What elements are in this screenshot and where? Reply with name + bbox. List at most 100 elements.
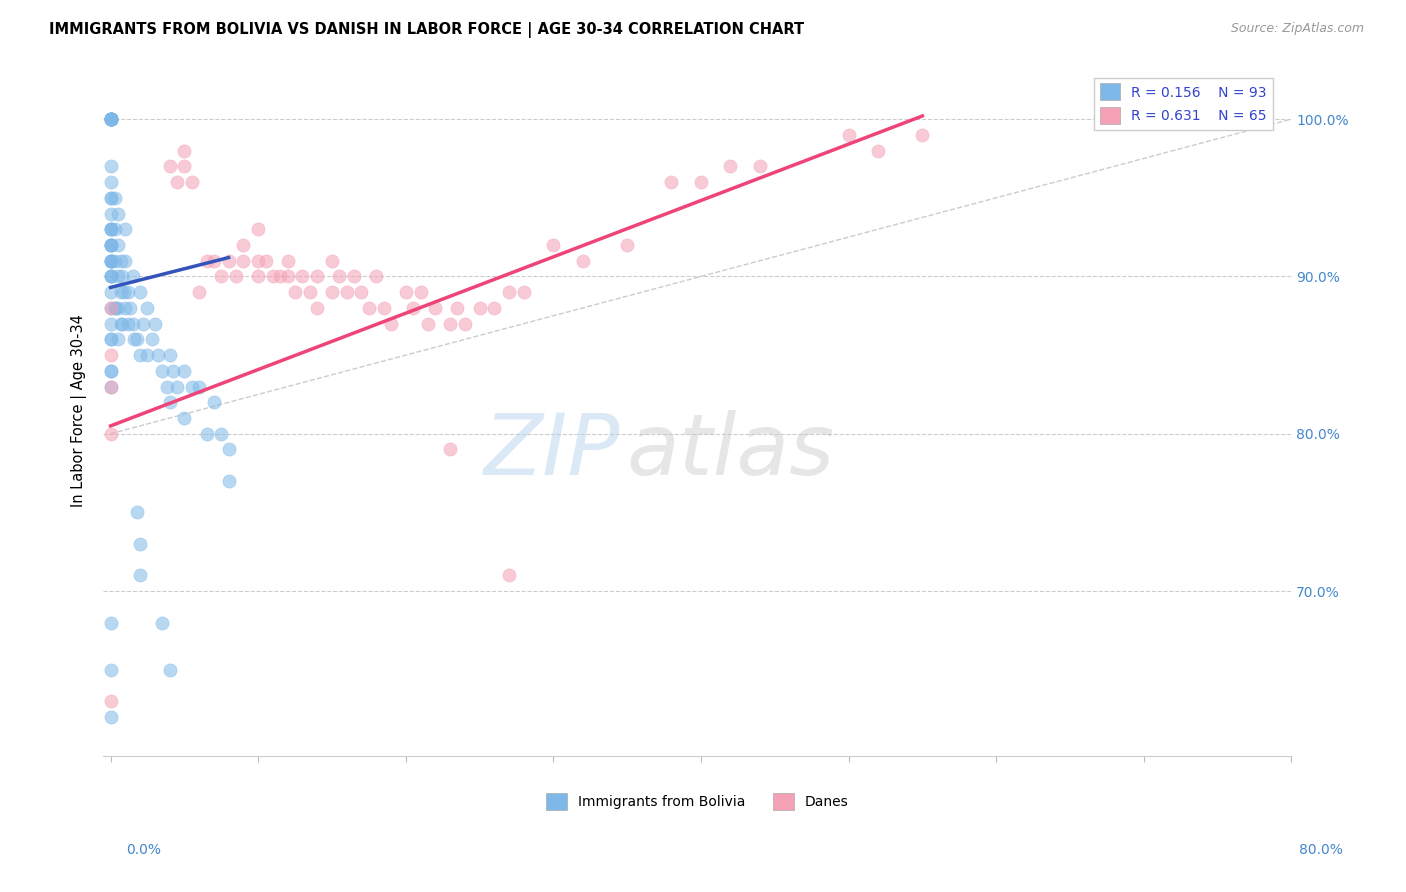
Point bbox=[150, 615, 173, 630]
Point bbox=[112, 285, 135, 300]
Point bbox=[159, 159, 181, 173]
Text: IMMIGRANTS FROM BOLIVIA VS DANISH IN LABOR FORCE | AGE 30-34 CORRELATION CHART: IMMIGRANTS FROM BOLIVIA VS DANISH IN LAB… bbox=[49, 22, 804, 38]
Point bbox=[132, 317, 155, 331]
Point bbox=[328, 269, 350, 284]
Point bbox=[100, 191, 122, 205]
Point bbox=[150, 364, 173, 378]
Point bbox=[100, 238, 122, 252]
Point bbox=[117, 317, 139, 331]
Point bbox=[121, 317, 143, 331]
Point bbox=[100, 112, 122, 127]
Point bbox=[104, 301, 127, 315]
Point bbox=[298, 285, 321, 300]
Point bbox=[159, 395, 181, 409]
Point bbox=[136, 301, 159, 315]
Point bbox=[373, 301, 395, 315]
Point bbox=[100, 238, 122, 252]
Point bbox=[100, 269, 122, 284]
Point bbox=[202, 253, 225, 268]
Point bbox=[173, 364, 195, 378]
Point bbox=[100, 253, 122, 268]
Point bbox=[107, 206, 129, 220]
Point bbox=[307, 269, 329, 284]
Point bbox=[446, 301, 468, 315]
Point bbox=[104, 191, 127, 205]
Point bbox=[202, 395, 225, 409]
Point bbox=[100, 206, 122, 220]
Point bbox=[100, 348, 122, 362]
Point bbox=[100, 222, 122, 236]
Point bbox=[247, 222, 270, 236]
Point bbox=[395, 285, 418, 300]
Point bbox=[100, 159, 122, 173]
Point bbox=[661, 175, 683, 189]
Point bbox=[321, 285, 343, 300]
Point bbox=[100, 379, 122, 393]
Point bbox=[129, 348, 152, 362]
Point bbox=[100, 112, 122, 127]
Point bbox=[195, 253, 218, 268]
Point bbox=[127, 505, 149, 519]
Point bbox=[129, 568, 152, 582]
Point bbox=[277, 253, 299, 268]
Point bbox=[100, 253, 122, 268]
Point bbox=[127, 332, 149, 346]
Point bbox=[100, 238, 122, 252]
Point bbox=[498, 285, 520, 300]
Point bbox=[100, 253, 122, 268]
Point bbox=[225, 269, 247, 284]
Point bbox=[100, 710, 122, 724]
Point bbox=[173, 144, 195, 158]
Point bbox=[291, 269, 314, 284]
Y-axis label: In Labor Force | Age 30-34: In Labor Force | Age 30-34 bbox=[72, 314, 87, 507]
Point bbox=[173, 159, 195, 173]
Point bbox=[180, 175, 202, 189]
Point bbox=[409, 285, 432, 300]
Point bbox=[307, 301, 329, 315]
Point bbox=[209, 269, 232, 284]
Text: ZIP: ZIP bbox=[484, 410, 620, 493]
Point bbox=[118, 301, 141, 315]
Point bbox=[218, 253, 240, 268]
Point bbox=[100, 112, 122, 127]
Point bbox=[439, 317, 461, 331]
Point bbox=[110, 317, 132, 331]
Point bbox=[868, 144, 890, 158]
Point bbox=[454, 317, 477, 331]
Point bbox=[100, 332, 122, 346]
Point bbox=[110, 253, 132, 268]
Point bbox=[616, 238, 638, 252]
Point bbox=[366, 269, 388, 284]
Point bbox=[380, 317, 402, 331]
Point bbox=[218, 442, 240, 457]
Point bbox=[402, 301, 425, 315]
Point bbox=[100, 663, 122, 677]
Point bbox=[209, 426, 232, 441]
Text: atlas: atlas bbox=[626, 410, 834, 493]
Point bbox=[439, 442, 461, 457]
Point bbox=[104, 301, 127, 315]
Point bbox=[838, 128, 860, 142]
Point bbox=[100, 112, 122, 127]
Point bbox=[277, 269, 299, 284]
Point bbox=[114, 301, 136, 315]
Point bbox=[188, 379, 211, 393]
Point bbox=[100, 112, 122, 127]
Point bbox=[114, 222, 136, 236]
Point bbox=[100, 615, 122, 630]
Text: Source: ZipAtlas.com: Source: ZipAtlas.com bbox=[1230, 22, 1364, 36]
Point bbox=[122, 332, 145, 346]
Point bbox=[111, 317, 134, 331]
Point bbox=[100, 426, 122, 441]
Point bbox=[143, 317, 166, 331]
Legend: Immigrants from Bolivia, Danes: Immigrants from Bolivia, Danes bbox=[540, 787, 855, 815]
Point bbox=[121, 269, 143, 284]
Point bbox=[129, 537, 152, 551]
Point bbox=[141, 332, 163, 346]
Point bbox=[247, 253, 270, 268]
Point bbox=[468, 301, 491, 315]
Point bbox=[254, 253, 277, 268]
Text: 0.0%: 0.0% bbox=[127, 843, 162, 857]
Point bbox=[284, 285, 307, 300]
Text: 80.0%: 80.0% bbox=[1299, 843, 1343, 857]
